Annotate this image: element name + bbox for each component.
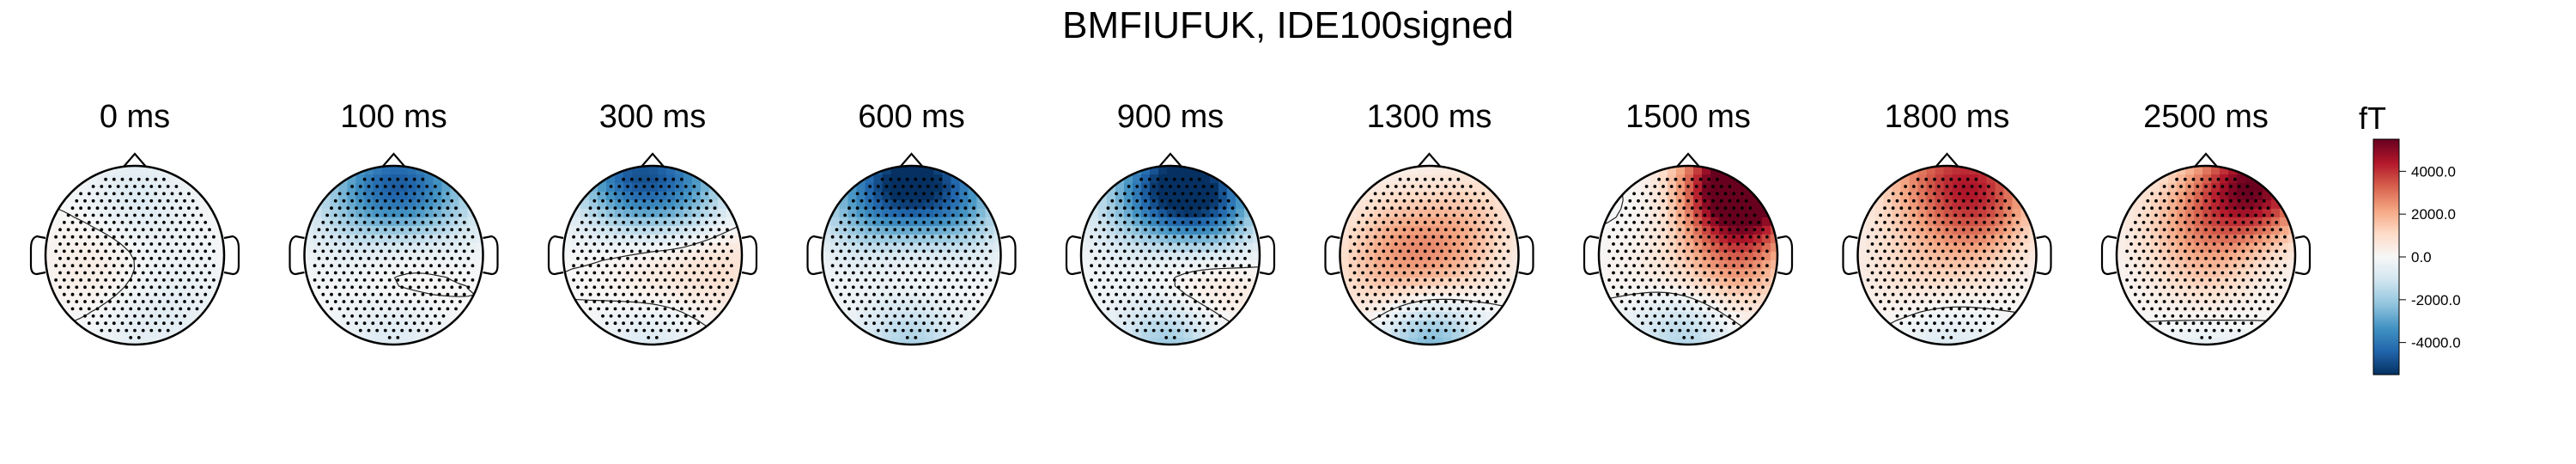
right-ear-marker (1259, 235, 1276, 276)
right-ear-marker (2036, 235, 2052, 276)
head-outline (2115, 164, 2297, 346)
topomap-time-label: 300 ms (599, 99, 707, 135)
head-outline (821, 164, 1002, 346)
sensor-markers (54, 177, 216, 339)
colorbar-tick-label: -4000.0 (2411, 335, 2461, 351)
topomap-panel: 900 ms (1065, 99, 1276, 346)
sensor-markers (1090, 177, 1251, 339)
colorbar-tick-label: -2000.0 (2411, 292, 2461, 308)
right-ear-marker (741, 235, 758, 276)
left-ear-marker (806, 235, 823, 276)
head-outline (1079, 164, 1261, 346)
sensor-markers (1607, 177, 1769, 339)
head-outline (44, 164, 226, 346)
topomap-panel: 1800 ms (1842, 99, 2052, 346)
topomap-time-label: 0 ms (100, 99, 170, 135)
left-ear-marker (289, 235, 305, 276)
colorbar-gradient (2372, 138, 2400, 375)
right-ear-marker (483, 235, 499, 276)
topomap-time-label: 600 ms (858, 99, 965, 135)
head-outline (562, 164, 744, 346)
nose-marker (1676, 152, 1700, 168)
sensor-markers (572, 177, 733, 339)
nose-marker (641, 152, 665, 168)
topomap-time-label: 900 ms (1117, 99, 1224, 135)
topomap-panel: 1300 ms (1324, 99, 1534, 346)
head-outline (1339, 164, 1520, 346)
left-ear-marker (547, 235, 564, 276)
nose-marker (2194, 152, 2218, 168)
nose-marker (1935, 152, 1959, 168)
left-ear-marker (1842, 235, 1858, 276)
sensor-markers (2125, 177, 2287, 339)
head-outline (1856, 164, 2038, 346)
left-ear-marker (1065, 235, 1082, 276)
nose-marker (899, 152, 924, 168)
topomap-time-label: 1800 ms (1885, 99, 2010, 135)
topomap-panel: 600 ms (806, 99, 1017, 346)
head-outline (1597, 164, 1779, 346)
left-ear-marker (1583, 235, 1600, 276)
colorbar: fT 4000.0 2000.0 0.0 -2000.0 -4000.0 (2359, 101, 2461, 375)
nose-marker (381, 152, 406, 168)
topomap-panel: 1500 ms (1583, 99, 1794, 346)
colorbar-ticks: 4000.0 2000.0 0.0 -2000.0 -4000.0 (2399, 163, 2461, 351)
nose-marker (1158, 152, 1182, 168)
sensor-markers (313, 177, 475, 339)
nose-marker (123, 152, 147, 168)
topomap-panel: 0 ms (29, 99, 240, 346)
sensor-markers (1348, 177, 1510, 339)
colorbar-tick-label: 0.0 (2411, 249, 2432, 266)
colorbar-tick-label: 4000.0 (2411, 163, 2456, 180)
head-outline (303, 164, 484, 346)
sensor-markers (1866, 177, 2028, 339)
sensor-markers (830, 177, 993, 339)
left-ear-marker (2100, 235, 2117, 276)
colorbar-unit: fT (2359, 101, 2386, 136)
topomap-panel: 100 ms (289, 99, 499, 346)
topomap-panels: 0 ms 100 ms 300 ms 600 ms 900 ms 1300 ms 1500 … (29, 99, 2312, 346)
topomap-panel: 300 ms (547, 99, 758, 346)
left-ear-marker (1324, 235, 1340, 276)
right-ear-marker (223, 235, 240, 276)
topomap-time-label: 1500 ms (1625, 99, 1751, 135)
topomap-time-label: 1300 ms (1367, 99, 1492, 135)
topomap-panel: 2500 ms (2100, 99, 2312, 346)
topomap-time-label: 100 ms (340, 99, 447, 135)
right-ear-marker (1518, 235, 1534, 276)
right-ear-marker (2294, 235, 2312, 276)
right-ear-marker (1777, 235, 1794, 276)
right-ear-marker (1000, 235, 1017, 276)
figure-title: BMFIUFUK, IDE100signed (1062, 4, 1514, 46)
left-ear-marker (29, 235, 46, 276)
topomap-time-label: 2500 ms (2143, 99, 2269, 135)
nose-marker (1417, 152, 1442, 168)
colorbar-tick-label: 2000.0 (2411, 206, 2456, 223)
